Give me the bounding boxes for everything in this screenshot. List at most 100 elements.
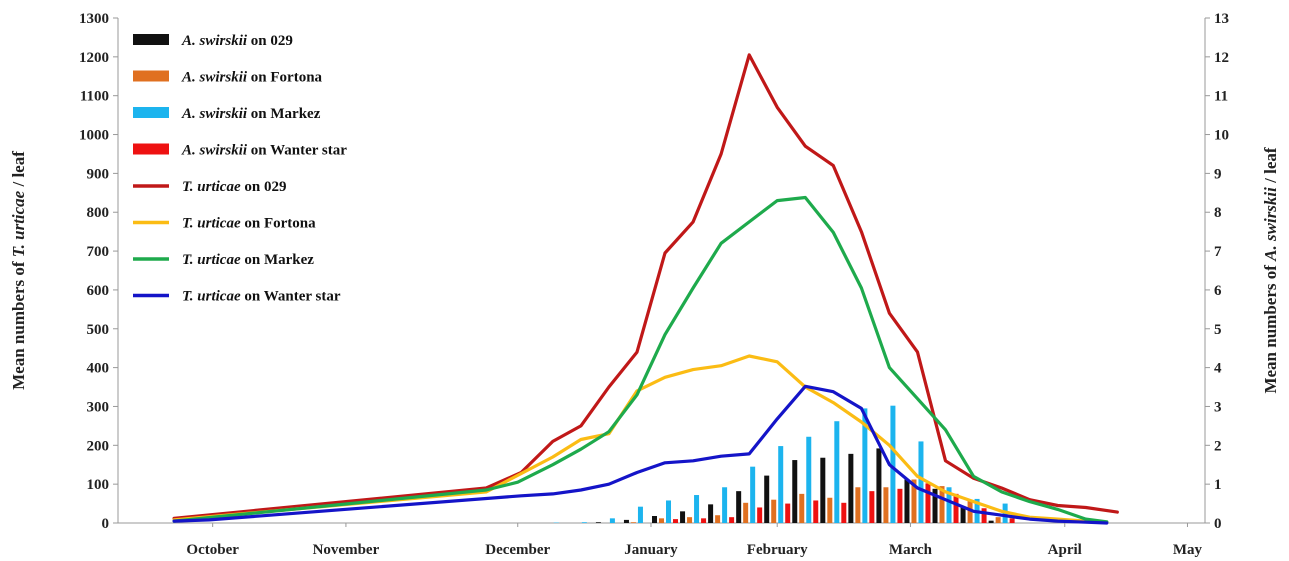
legend-label: A. swirskii on Wanter star bbox=[181, 143, 347, 159]
legend-swatch-bar bbox=[133, 107, 169, 118]
legend-item: T. urticae on Wanter star bbox=[133, 289, 341, 305]
y-axis-title-left-suffix: / leaf bbox=[9, 151, 28, 191]
bar-series bbox=[595, 448, 994, 523]
legend-label-rest: on Markez bbox=[247, 106, 321, 122]
bar bbox=[743, 502, 749, 523]
legend-label-italic: T. urticae bbox=[182, 179, 241, 195]
bar bbox=[673, 519, 679, 523]
legend-swatch-bar bbox=[133, 143, 169, 155]
legend-label-italic: A. swirskii bbox=[181, 70, 248, 86]
y-tick-label-right: 11 bbox=[1214, 89, 1228, 105]
legend-label-rest: on 029 bbox=[241, 179, 287, 195]
bar-series bbox=[673, 483, 1015, 523]
x-tick-label: March bbox=[889, 542, 933, 558]
bar bbox=[939, 486, 945, 523]
x-ticks: October November December January February Ma… bbox=[186, 523, 1203, 558]
y-axis-title-right-prefix: Mean numbers of bbox=[1261, 261, 1280, 394]
y-tick-label-left: 700 bbox=[87, 244, 110, 260]
bar bbox=[799, 493, 805, 523]
y-tick-label-right: 1 bbox=[1214, 477, 1222, 493]
legend-label-rest: on Fortona bbox=[241, 216, 317, 232]
bar bbox=[869, 491, 875, 523]
y-axis-title-right: Mean numbers of A. swirskii / leaf bbox=[1261, 147, 1280, 393]
legend-label: T. urticae on Fortona bbox=[182, 216, 316, 232]
lines bbox=[172, 53, 1119, 525]
legend-swatch-bar bbox=[133, 70, 169, 82]
bar bbox=[904, 479, 910, 523]
bar bbox=[897, 488, 903, 523]
bar bbox=[778, 446, 784, 523]
y-tick-label-left: 1200 bbox=[79, 50, 109, 66]
y-tick-label-left: 800 bbox=[87, 205, 110, 221]
y-tick-label-right: 7 bbox=[1214, 244, 1222, 260]
legend-label-italic: T. urticae bbox=[182, 252, 241, 268]
x-tick-label: January bbox=[624, 542, 678, 558]
y-axis-title-left-italic: T. urticae bbox=[9, 190, 28, 257]
legend-label-rest: on 029 bbox=[247, 33, 293, 49]
bar bbox=[750, 466, 756, 523]
y-tick-label-right: 12 bbox=[1214, 50, 1229, 66]
bar bbox=[666, 500, 672, 523]
bar bbox=[715, 515, 721, 523]
y-tick-label-right: 5 bbox=[1214, 322, 1222, 338]
bar bbox=[652, 516, 658, 523]
bar bbox=[988, 520, 994, 523]
y-tick-label-left: 1000 bbox=[79, 128, 109, 144]
legend-label-italic: A. swirskii bbox=[181, 143, 248, 159]
bar bbox=[736, 491, 742, 523]
legend-label-rest: on Fortona bbox=[247, 70, 323, 86]
legend-label-rest: on Wanter star bbox=[247, 143, 347, 159]
bar bbox=[890, 405, 896, 523]
bar bbox=[862, 408, 868, 523]
y-tick-label-right: 2 bbox=[1214, 438, 1222, 454]
bar bbox=[680, 511, 686, 523]
legend-label-italic: T. urticae bbox=[182, 289, 241, 305]
y-tick-label-right: 9 bbox=[1214, 166, 1222, 182]
legend-label-italic: T. urticae bbox=[182, 216, 241, 232]
x-tick-label: October bbox=[186, 542, 239, 558]
legend-label: A. swirskii on Fortona bbox=[181, 70, 323, 86]
legend-item: T. urticae on Fortona bbox=[133, 216, 316, 232]
bar bbox=[953, 493, 959, 523]
y-tick-label-right: 3 bbox=[1214, 399, 1222, 415]
y-tick-label-left: 400 bbox=[87, 361, 110, 377]
legend-item: A. swirskii on Fortona bbox=[133, 70, 323, 86]
bar bbox=[785, 503, 791, 523]
y-tick-label-left: 1100 bbox=[80, 89, 109, 105]
bar bbox=[827, 497, 833, 523]
bar bbox=[848, 453, 854, 523]
y-axis-title-right-italic: A. swirskii bbox=[1261, 187, 1280, 262]
bar bbox=[960, 506, 966, 523]
y-tick-label-right: 13 bbox=[1214, 11, 1229, 27]
legend-label-rest: on Markez bbox=[241, 252, 315, 268]
bar bbox=[764, 475, 770, 523]
bar bbox=[623, 519, 629, 523]
y-tick-label-left: 500 bbox=[87, 322, 110, 338]
series-line bbox=[172, 384, 1109, 525]
bar bbox=[722, 487, 728, 523]
y-axis-title-left-prefix: Mean numbers of bbox=[9, 257, 28, 390]
x-tick-label: November bbox=[313, 542, 380, 558]
y-tick-label-right: 0 bbox=[1214, 516, 1222, 532]
bar bbox=[925, 483, 931, 523]
legend-label-italic: A. swirskii bbox=[181, 106, 248, 122]
x-tick-label: February bbox=[747, 542, 808, 558]
legend-item: T. urticae on 029 bbox=[133, 179, 286, 195]
bar bbox=[659, 518, 665, 523]
legend-label-italic: A. swirskii bbox=[181, 33, 248, 49]
y-axis-title-right-suffix: / leaf bbox=[1261, 147, 1280, 187]
bar bbox=[609, 518, 615, 523]
legend-label-rest: on Wanter star bbox=[241, 289, 341, 305]
legend-label: T. urticae on Markez bbox=[182, 252, 314, 268]
series-line bbox=[172, 354, 1109, 524]
bar bbox=[630, 522, 636, 523]
legend-item: T. urticae on Markez bbox=[133, 252, 314, 268]
bar bbox=[708, 504, 714, 523]
legend-item: A. swirskii on Wanter star bbox=[133, 143, 347, 159]
bar bbox=[687, 517, 693, 523]
bar bbox=[932, 488, 938, 523]
y-tick-label-left: 300 bbox=[87, 399, 110, 415]
bar bbox=[918, 441, 924, 523]
